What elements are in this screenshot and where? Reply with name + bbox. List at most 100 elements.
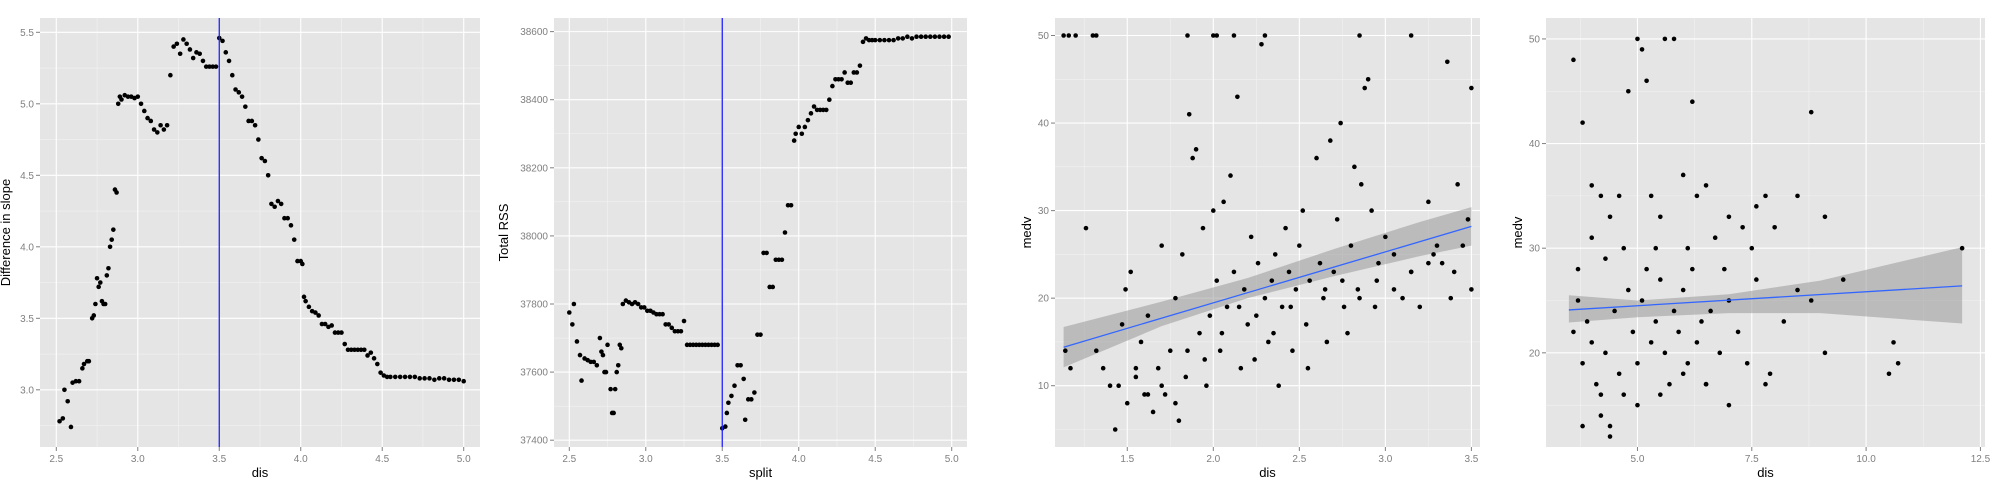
chart-0-x-tick-label: 4.0 (294, 454, 308, 465)
chart-0-data-point (375, 361, 380, 367)
chart-2-data-point (1061, 33, 1066, 38)
chart-3-data-point (1772, 224, 1777, 230)
chart-3-data-point (1763, 381, 1768, 387)
chart-3-data-point (1886, 371, 1892, 377)
chart-1-data-point (808, 111, 814, 116)
chart-0-data-point (322, 321, 328, 327)
chart-1-y-tick-label: 38600 (520, 27, 548, 38)
chart-2-data-point (1431, 252, 1436, 257)
chart-1-data-point (635, 301, 641, 307)
chart-2-data-point (1066, 33, 1072, 38)
chart-2-data-point (1210, 208, 1216, 213)
chart-3-data-point (1607, 423, 1613, 429)
chart-2-data-point (1133, 365, 1139, 371)
chart-0-y-axis-title: Difference in slope (0, 179, 13, 286)
chart-2-data-point (1231, 269, 1237, 275)
chart-1-data-point (577, 352, 583, 358)
chart-3-y-axis-title: medv (1510, 216, 1525, 248)
chart-0-data-point (125, 94, 131, 99)
chart-1-data-point (770, 284, 776, 290)
chart-1-data-point (882, 37, 887, 43)
chart-1-x-tick-label: 4.0 (792, 454, 806, 465)
chart-1-data-point (788, 202, 794, 208)
chart-1-data-point (941, 34, 947, 40)
chart-0-data-point (174, 41, 180, 47)
chart-1-data-point (608, 386, 613, 392)
chart-3-data-point (1575, 266, 1581, 272)
chart-2-data-point (1297, 243, 1302, 248)
chart-2-data-point (1288, 304, 1294, 310)
chart-3-data-point (1644, 78, 1649, 84)
chart-3-data-point (1594, 381, 1599, 387)
chart-0-data-point (197, 51, 203, 57)
chart-0-y-tick-label: 3.5 (20, 314, 34, 325)
chart-1-data-point (758, 332, 763, 337)
chart-2-data-point (1303, 322, 1309, 327)
chart-1-data-point (741, 376, 746, 382)
chart-1-data-point (594, 362, 600, 368)
chart-2-data-point (1358, 182, 1364, 187)
chart-0-data-point (233, 87, 238, 92)
chart-1-data-point (877, 37, 883, 43)
chart-3-data-point (1621, 245, 1627, 251)
chart-0-data-point (161, 127, 167, 132)
chart-2-x-tick-label: 2.0 (1206, 454, 1220, 465)
chart-0-data-point (402, 374, 408, 380)
chart-0-data-point (109, 237, 115, 242)
chart-2-y-axis-title: medv (1019, 216, 1034, 248)
chart-2-data-point (1063, 348, 1068, 353)
chart-1-data-point (724, 410, 730, 416)
chart-0-data-point (111, 227, 116, 232)
chart-2-data-point (1341, 304, 1347, 310)
chart-3-x-tick-label: 5.0 (1631, 454, 1645, 465)
chart-0-data-point (388, 374, 393, 380)
chart-2-data-point (1355, 287, 1361, 292)
chart-1-x-tick-label: 3.5 (715, 454, 729, 465)
chart-2-data-point (1331, 269, 1337, 275)
chart-1-data-point (597, 335, 603, 341)
chart-0-data-point (138, 101, 144, 107)
chart-2-data-point (1307, 278, 1312, 283)
chart-1-data-point (738, 362, 743, 368)
chart-2-data-point (1448, 295, 1454, 301)
chart-0-data-point (106, 265, 111, 271)
chart-3-data-point (1735, 329, 1741, 335)
chart-0-y-tick-label: 5.5 (20, 28, 34, 39)
chart-3-data-point (1626, 287, 1631, 293)
chart-1-data-point (860, 39, 866, 45)
chart-0-data-point (262, 158, 268, 164)
chart-2-data-point (1107, 383, 1113, 389)
chart-2-y-tick-label: 40 (1038, 119, 1050, 130)
chart-0-data-point (243, 104, 248, 109)
chart-2-data-point (1138, 339, 1144, 345)
chart-1-data-point (857, 63, 863, 68)
chart-0-data-point (332, 330, 338, 335)
chart-2-data-point (1408, 269, 1414, 275)
chart-2-data-point (1469, 287, 1474, 292)
chart-2-data-point (1159, 243, 1164, 248)
chart-1-y-tick-label: 37400 (520, 436, 548, 447)
chart-1-data-point (729, 393, 734, 399)
chart-0-x-tick-label: 2.5 (49, 454, 63, 465)
chart-0-data-point (151, 127, 157, 132)
chart-2-data-point (1328, 138, 1333, 143)
chart-3-data-point (1754, 277, 1759, 282)
chart-2-data-point (1455, 182, 1460, 187)
chart-2-data-point (1434, 243, 1440, 248)
chart-2-data-point (1238, 365, 1244, 371)
chart-3-data-point (1662, 36, 1668, 42)
chart-3-data-point (1607, 434, 1613, 439)
chart-2-data-point (1155, 365, 1161, 371)
chart-3-data-point (1744, 360, 1750, 366)
chart-1-data-point (791, 138, 797, 143)
chart-3-data-point (1584, 319, 1590, 324)
chart-3-data-point (1726, 402, 1732, 408)
chart-3-data-point (1607, 214, 1613, 220)
chart-3-data-point (1712, 235, 1718, 241)
chart-3-data-point (1822, 214, 1828, 220)
chart-0-data-point (368, 350, 374, 355)
chart-2-data-point (1334, 217, 1340, 222)
chart-3-x-tick-label: 12.5 (1971, 454, 1991, 465)
chart-0-data-point (86, 358, 92, 364)
